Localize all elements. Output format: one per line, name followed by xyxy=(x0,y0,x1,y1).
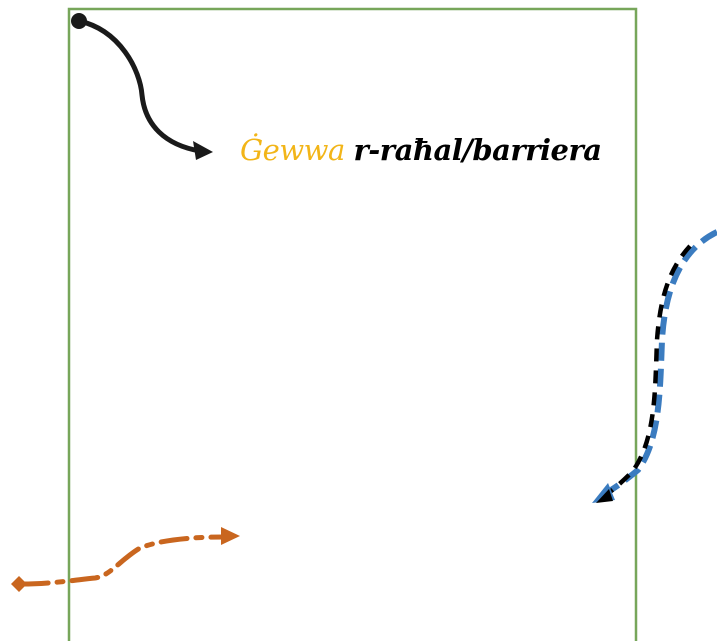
boundary-label-rest: r-raħal/barriera xyxy=(353,133,602,167)
blue-dashed-arrow-path xyxy=(598,229,717,500)
orange-arrow-tail-diamond xyxy=(11,576,27,592)
boundary-label-highlight: Ġewwa xyxy=(240,133,345,167)
exit-arrow-head-black xyxy=(596,489,613,503)
entry-arrow xyxy=(71,13,213,160)
orange-arrow-head xyxy=(221,527,240,545)
exit-arrow-pair xyxy=(592,229,717,503)
orange-arrow-path xyxy=(19,534,228,587)
black-dashed-arrow-path xyxy=(601,244,692,499)
boundary-label: Ġewwa r-raħal/barriera xyxy=(240,132,602,168)
entry-arrow-path xyxy=(76,18,203,154)
orange-dashdot-arrow xyxy=(11,527,240,592)
boundary-rectangle xyxy=(67,7,638,641)
entry-arrow-head xyxy=(193,141,213,160)
